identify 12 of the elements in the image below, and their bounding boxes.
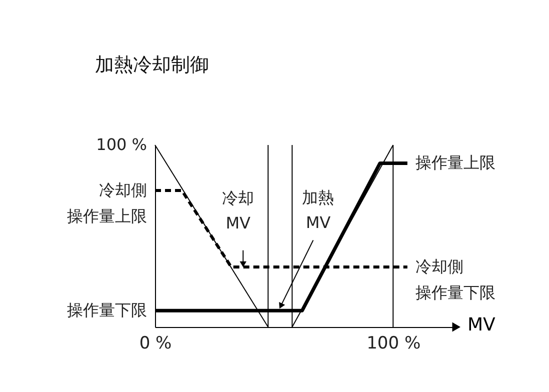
annotation: 操作量上限: [67, 206, 147, 226]
chart-title: 加熱冷却制御: [95, 54, 209, 76]
annotation: 冷却側: [99, 180, 147, 200]
x-tick-label: 0 %: [139, 334, 172, 354]
x-axis-title: MV: [468, 314, 496, 336]
annotation: 冷却 MV: [222, 188, 254, 232]
annotation: 加熱 MV: [302, 188, 334, 232]
annotation: 操作量下限: [415, 282, 496, 302]
annotation: 100 %: [96, 135, 147, 154]
annotation: 冷却側: [415, 256, 464, 276]
annotation: 操作量上限: [415, 153, 496, 172]
annotation: 操作量下限: [67, 300, 147, 320]
